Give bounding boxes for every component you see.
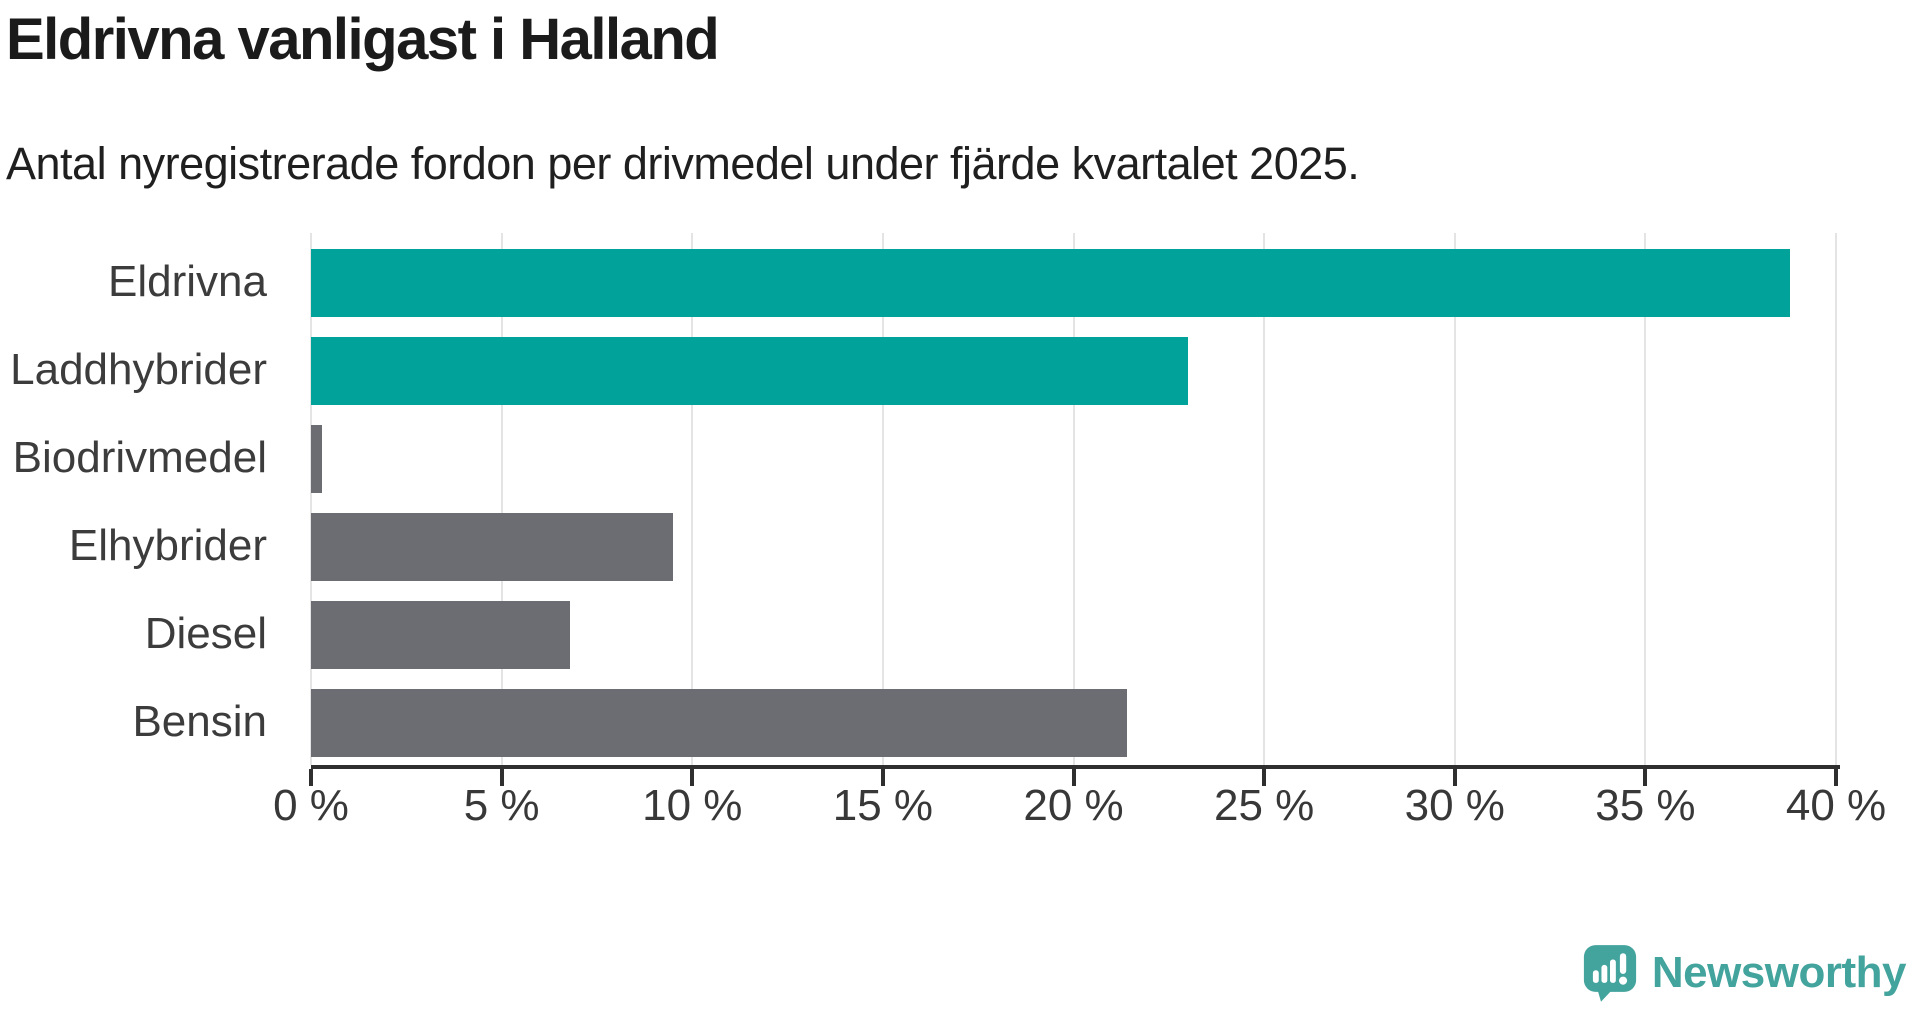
x-axis-tick-label: 0 % [273,781,349,830]
gridline-0% [310,233,312,765]
logo-bar-small [1592,970,1599,983]
x-axis-tick [1452,769,1457,786]
category-label-eldrivna: Eldrivna [108,257,267,306]
gridline-15% [881,233,884,765]
category-label-laddhybrider: Laddhybrider [10,345,267,394]
logo-exclamation-dot [1618,976,1627,985]
logo-exclamation-stem [1619,953,1627,974]
x-axis-tick-label: 25 % [1213,781,1315,830]
x-axis-tick [499,769,504,786]
x-axis-tick-label: 20 % [1023,781,1124,830]
x-axis-tick-label: 15 % [832,781,934,830]
gridline-40% [1835,233,1837,765]
x-axis-tick-label: 40 % [1785,781,1887,830]
x-axis-tick [1262,769,1267,786]
bar-eldrivna [311,249,1791,317]
category-label-bensin: Bensin [132,697,267,746]
category-label-biodrivmedel: Biodrivmedel [12,433,267,482]
x-axis-tick [1834,769,1838,786]
category-label-diesel: Diesel [144,609,267,658]
x-axis-tick [309,769,313,786]
newsworthy-speech-bubble-icon [1583,945,1636,1002]
x-axis-tick-label: 10 % [642,781,743,830]
gridline-10% [691,233,694,765]
chart-title: Eldrivna vanligast i Halland [6,7,720,72]
gridline-5% [500,233,503,765]
bar-bensin [311,689,1127,757]
newsworthy-wordmark: Newsworthy [1651,948,1907,997]
x-axis-tick [1071,769,1076,786]
gridline-35% [1644,233,1647,765]
x-axis-tick-label: 5 % [463,781,540,830]
gridline-20% [1072,233,1075,765]
bar-elhybrider [311,513,674,581]
x-axis-line [311,765,1840,769]
category-label-elhybrider: Elhybrider [68,521,267,570]
logo-bar-medium [1601,964,1608,983]
newsworthy-logo: Newsworthy [1583,944,1907,1002]
bar-chart-plot-area [310,233,1837,765]
gridline-30% [1453,233,1456,765]
x-axis-tick-label: 30 % [1404,781,1505,830]
x-axis-tick [690,769,695,786]
bar-diesel [311,601,571,669]
bar-biodrivmedel [311,425,323,493]
x-axis-tick [880,769,885,786]
bar-laddhybrider [311,337,1188,405]
logo-bar-large [1609,959,1616,983]
x-axis-tick-label: 35 % [1595,781,1696,830]
chart-subtitle: Antal nyregistrerade fordon per drivmede… [6,138,1360,189]
x-axis-tick [1643,769,1648,786]
gridline-25% [1263,233,1266,765]
